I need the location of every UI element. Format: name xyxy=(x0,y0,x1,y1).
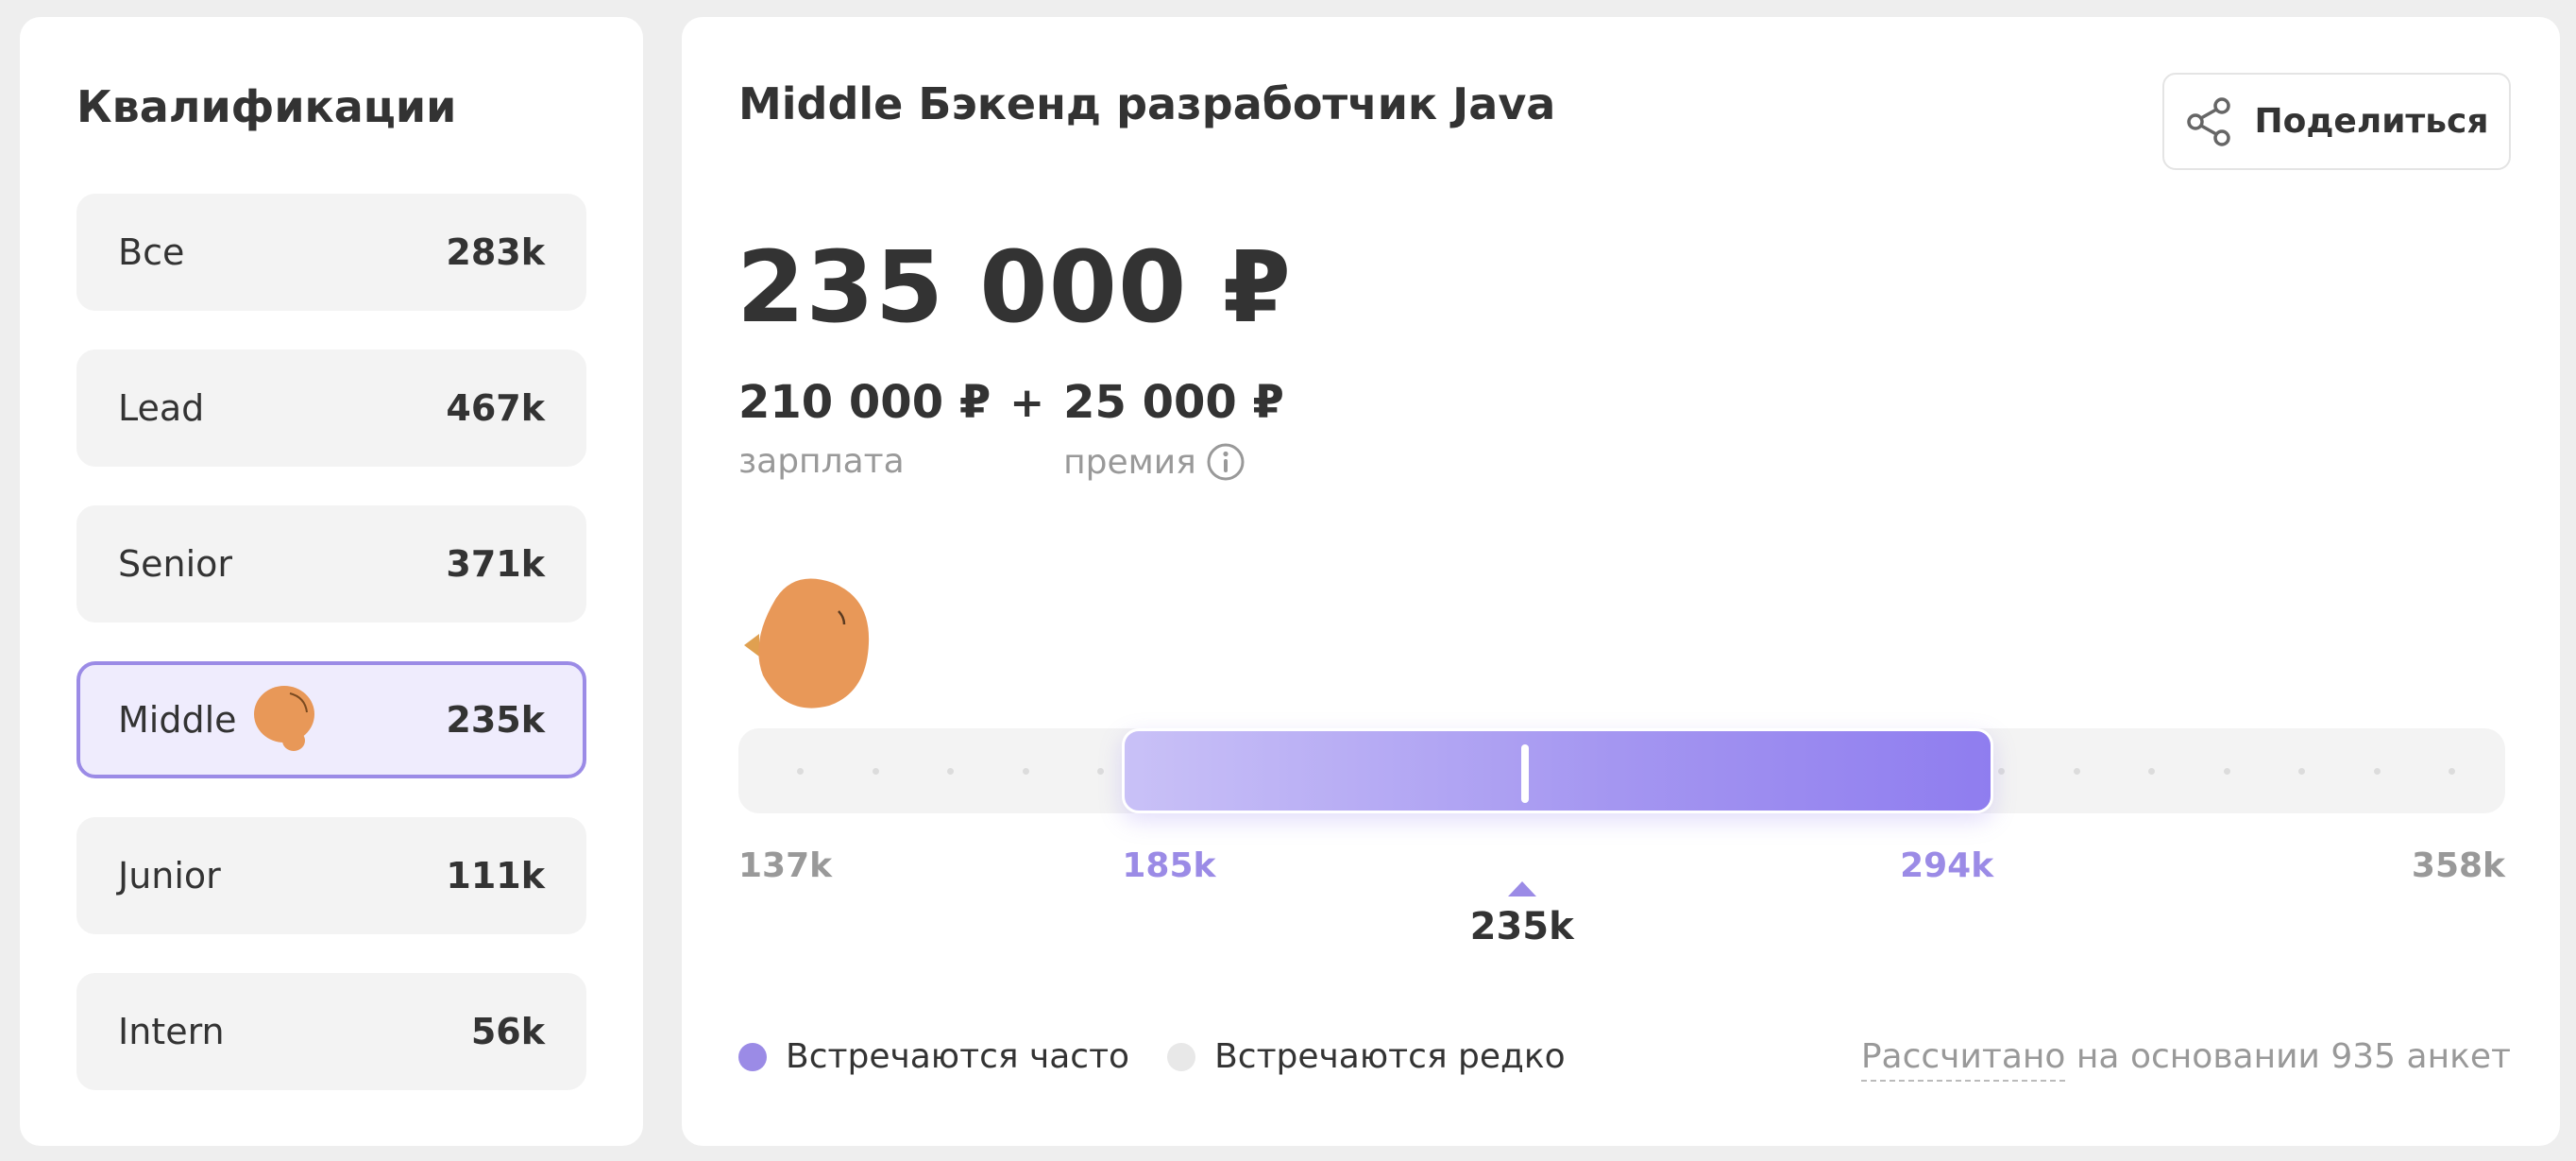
track-dot xyxy=(2373,768,2381,775)
bonus-value: 25 000 ₽ xyxy=(1063,376,1284,429)
frequent-dot-icon xyxy=(738,1042,767,1071)
plus-sign: + xyxy=(1009,379,1045,427)
range-min-label: 137k xyxy=(738,846,833,885)
qual-value: 467k xyxy=(446,387,545,429)
salary-part: 210 000 ₽ зарплата xyxy=(738,376,991,481)
qual-value: 111k xyxy=(446,855,545,896)
legend: Встречаются часто Встречаются редко xyxy=(738,1037,1566,1076)
bonus-part: 25 000 ₽ премия xyxy=(1063,376,1284,482)
rare-dot-icon xyxy=(1167,1042,1196,1071)
job-title: Middle Бэкенд разработчик Java xyxy=(738,78,1556,129)
legend-item-rare: Встречаются редко xyxy=(1167,1037,1566,1076)
range-to-label: 294k xyxy=(1900,846,1994,885)
bonus-label: премия xyxy=(1063,442,1196,482)
qual-value: 283k xyxy=(446,231,545,273)
legend-item-frequent: Встречаются часто xyxy=(738,1037,1129,1076)
info-icon[interactable] xyxy=(1206,442,1246,482)
track-dot xyxy=(872,768,879,775)
footnote-text: на основании 935 анкет xyxy=(2065,1037,2511,1076)
salary-value: 210 000 ₽ xyxy=(738,376,991,429)
qual-item-lead[interactable]: Lead 467k xyxy=(76,350,586,467)
median-marker xyxy=(1507,881,1536,896)
qualifications-panel: Квалификации Все 283k Lead 467k Senior 3… xyxy=(20,17,643,1146)
median-label: 235k xyxy=(1469,905,1574,948)
footnote-link[interactable]: Рассчитано xyxy=(1860,1037,2066,1082)
qual-label: Middle xyxy=(118,699,237,741)
median-handle[interactable] xyxy=(1520,744,1529,803)
footnote: Рассчитано на основании 935 анкет xyxy=(1860,1037,2511,1082)
qual-label-wrap: Middle xyxy=(118,682,318,758)
qualifications-list: Все 283k Lead 467k Senior 371k Middle 23… xyxy=(76,194,586,1129)
salary-panel: Middle Бэкенд разработчик Java Поделитьс… xyxy=(682,17,2560,1146)
total-salary: 235 000 ₽ xyxy=(737,230,1292,345)
salary-breakdown: 210 000 ₽ зарплата + 25 000 ₽ премия xyxy=(738,376,1284,482)
track-dot xyxy=(2298,768,2305,775)
track-dot xyxy=(1097,768,1104,775)
mascot-icon xyxy=(253,686,314,751)
qual-label: Intern xyxy=(118,1011,225,1052)
track-dot xyxy=(2223,768,2230,775)
qual-value: 56k xyxy=(470,1011,545,1052)
track-dot xyxy=(947,768,954,775)
share-label: Поделиться xyxy=(2254,102,2489,141)
salary-label: зарплата xyxy=(738,442,905,481)
track-dot xyxy=(1998,768,2005,775)
share-icon xyxy=(2187,96,2231,146)
mascot-icon xyxy=(744,578,870,709)
qual-label: Senior xyxy=(118,543,233,585)
track-dot xyxy=(797,768,804,775)
qual-label: Junior xyxy=(118,855,221,896)
qual-value: 371k xyxy=(446,543,545,585)
qual-value: 235k xyxy=(446,699,545,741)
qual-item-all[interactable]: Все 283k xyxy=(76,194,586,311)
salary-range-track xyxy=(738,728,2505,813)
qual-label: Lead xyxy=(118,387,205,429)
bonus-label-wrap: премия xyxy=(1063,442,1284,482)
qual-item-intern[interactable]: Intern 56k xyxy=(76,973,586,1090)
qual-item-middle[interactable]: Middle 235k xyxy=(76,661,586,778)
qual-item-senior[interactable]: Senior 371k xyxy=(76,505,586,623)
range-max-label: 358k xyxy=(2411,846,2505,885)
qual-label: Все xyxy=(118,231,185,273)
track-dot xyxy=(1022,768,1029,775)
track-dot xyxy=(2148,768,2155,775)
legend-rare-label: Встречаются редко xyxy=(1214,1037,1566,1076)
qualifications-title: Квалификации xyxy=(76,81,457,132)
share-button[interactable]: Поделиться xyxy=(2162,73,2511,170)
track-dot xyxy=(2449,768,2455,775)
frequent-range-bar[interactable] xyxy=(1122,728,1994,813)
legend-frequent-label: Встречаются часто xyxy=(786,1037,1130,1076)
qual-item-junior[interactable]: Junior 111k xyxy=(76,817,586,934)
track-dot xyxy=(2073,768,2080,775)
range-from-label: 185k xyxy=(1122,846,1216,885)
